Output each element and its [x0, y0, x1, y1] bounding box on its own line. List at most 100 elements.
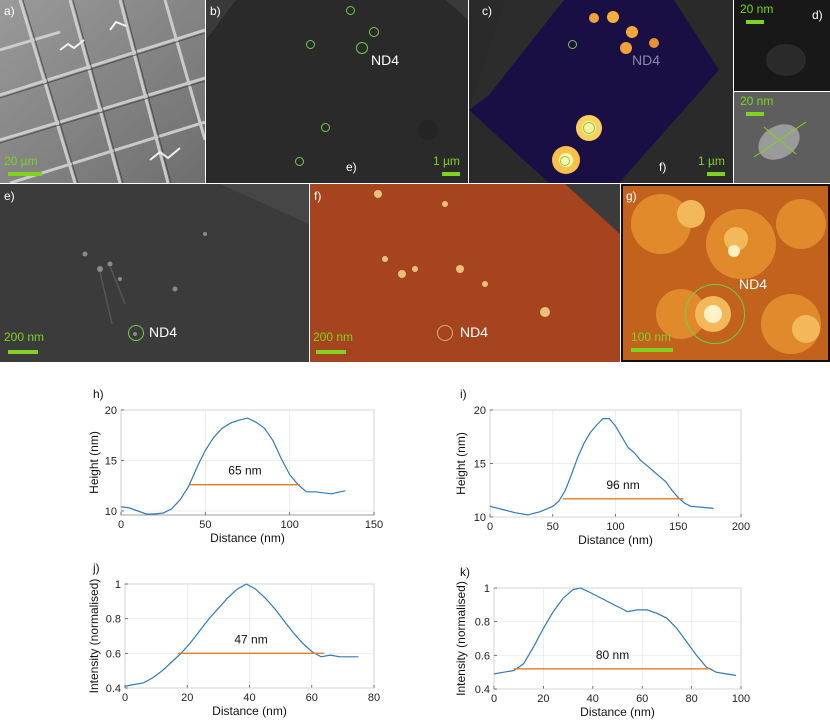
- x-axis-label: Distance (nm): [212, 704, 287, 718]
- fwhm-label: 96 nm: [606, 478, 639, 492]
- nd4-ring: [128, 325, 144, 341]
- panel-g-nd4-label: ND4: [739, 276, 768, 292]
- particle-ring: [295, 157, 304, 166]
- panel-d-top-scale-label: 20 nm: [740, 2, 774, 16]
- plot-panel-letter: j): [92, 561, 100, 575]
- panel-d-bottom-scale-label: 20 nm: [740, 94, 774, 108]
- panel-g-scalebar: [631, 348, 673, 352]
- fwhm-label: 47 nm: [234, 632, 267, 646]
- afm-overlay-image: [310, 184, 620, 362]
- sem-grid-image: [0, 0, 205, 183]
- x-axis-label: Distance (nm): [578, 533, 653, 547]
- y-tick-label: 0.4: [106, 683, 121, 695]
- panel-e-sem-image: e) ND4 200 nm: [0, 184, 309, 362]
- panel-b-inner-letter: e): [346, 160, 357, 174]
- panel-a-scalebar: [8, 172, 42, 176]
- panel-e-letter: e): [4, 189, 15, 203]
- nd4-ring: [437, 325, 453, 341]
- x-tick-label: 100: [732, 693, 750, 705]
- nd4-ring: [685, 284, 745, 344]
- panel-a-scale-label: 20 µm: [4, 154, 38, 168]
- x-tick-label: 100: [606, 521, 624, 533]
- x-axis-label: Distance (nm): [580, 705, 655, 719]
- x-tick-label: 150: [669, 521, 687, 533]
- x-tick-label: 50: [547, 521, 559, 533]
- panel-f-scalebar: [316, 350, 346, 354]
- plot-frame: [493, 587, 742, 690]
- panel-b-letter: b): [210, 4, 221, 18]
- particle-ring: [560, 156, 570, 166]
- y-tick-label: 15: [105, 455, 117, 467]
- panel-e-scalebar: [8, 350, 38, 354]
- panel-a-letter: a): [4, 4, 15, 18]
- x-tick-label: 40: [587, 693, 599, 705]
- y-axis-label: Height (nm): [87, 431, 101, 494]
- y-tick-label: 0.6: [475, 650, 490, 662]
- particle-ring: [321, 123, 330, 132]
- particle-ring: [356, 42, 368, 54]
- x-tick-label: 0: [487, 521, 493, 533]
- panel-c-overlay-image: c) f) ND4 1 µm: [469, 0, 733, 183]
- panel-c-letter: c): [482, 4, 492, 18]
- panel-f-scale-label: 200 nm: [313, 330, 354, 344]
- particle-ring: [369, 27, 379, 37]
- plot-panel-letter: i): [460, 387, 467, 401]
- y-tick-label: 20: [105, 405, 117, 417]
- y-tick-label: 10: [105, 506, 117, 518]
- y-tick-label: 0.4: [475, 684, 490, 696]
- particle-ring: [346, 6, 355, 15]
- panel-c-inner-letter: f): [659, 160, 667, 174]
- panel-f-overlay-image: f) ND4 200 nm: [310, 184, 620, 362]
- plot-i: i) 0 50 100 150 200 10 15 20 Distance (nm) Height …: [454, 387, 750, 547]
- panel-f-nd4-label: ND4: [460, 324, 489, 340]
- x-tick-label: 60: [306, 692, 318, 704]
- x-axis-label: Distance (nm): [210, 531, 285, 545]
- panel-b-nd4-label: ND4: [371, 52, 400, 68]
- particle-ring: [583, 122, 595, 134]
- y-tick-label: 10: [474, 512, 486, 524]
- y-tick-label: 15: [474, 459, 486, 471]
- panel-d-top-scalebar: [746, 20, 764, 24]
- plot-panel-letter: k): [460, 565, 470, 579]
- y-tick-label: 0.8: [475, 617, 490, 629]
- panel-d-top-image: d) 20 nm: [734, 0, 830, 91]
- x-tick-label: 0: [118, 519, 124, 531]
- y-tick-label: 0.8: [106, 614, 121, 626]
- x-tick-label: 40: [243, 692, 255, 704]
- panel-g-afm-image: g) ND4 100 nm: [621, 184, 830, 362]
- x-tick-label: 0: [122, 692, 128, 704]
- profile-line: [124, 583, 359, 687]
- panel-e-scale-label: 200 nm: [4, 330, 45, 344]
- y-axis-label: Intensity (normalised): [454, 581, 468, 696]
- x-tick-label: 20: [181, 692, 193, 704]
- x-tick-label: 50: [199, 519, 211, 531]
- x-tick-label: 80: [685, 693, 697, 705]
- profile-line: [120, 417, 346, 515]
- panel-d-letter: d): [812, 8, 823, 22]
- y-axis-label: Height (nm): [454, 432, 468, 495]
- plot-j: j) 0 20 40 60 80 0.4 0.6 0.8 1 Distance (nm) Intens…: [87, 561, 380, 718]
- plot-k: k) 0 20 40 60 80 100 0.4 0.6 0.8 1 Distance (nm) Int…: [454, 565, 750, 719]
- fwhm-label: 80 nm: [596, 648, 629, 662]
- y-tick-label: 1: [484, 583, 490, 595]
- plot-h: h) 0 50 100 150 10 15 20 Distance (nm) Height (nm…: [87, 387, 383, 545]
- profile-line: [489, 417, 714, 516]
- panel-b-sem-image: b) e) ND4 1 µm: [206, 0, 468, 183]
- y-tick-label: 1: [115, 579, 121, 591]
- particle-ring: [568, 40, 577, 49]
- x-tick-label: 20: [537, 693, 549, 705]
- profile-line: [493, 587, 737, 677]
- panel-c-scale-label: 1 µm: [698, 154, 725, 168]
- plot-panel-letter: h): [93, 387, 104, 401]
- panel-b-scale-label: 1 µm: [433, 154, 460, 168]
- y-tick-label: 20: [474, 405, 486, 417]
- sem-dark-image: [206, 0, 468, 183]
- x-tick-label: 100: [280, 519, 298, 531]
- particle-ring: [306, 40, 315, 49]
- x-tick-label: 0: [491, 693, 497, 705]
- panel-c-scalebar: [707, 172, 725, 176]
- sem-particle-image: [734, 92, 830, 183]
- panel-g-scale-label: 100 nm: [631, 330, 672, 344]
- y-tick-label: 0.6: [106, 648, 121, 660]
- panel-a-sem-image: a) 20 µm: [0, 0, 205, 183]
